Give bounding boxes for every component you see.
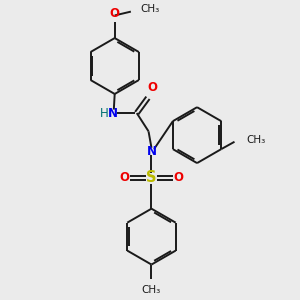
Text: CH₃: CH₃ bbox=[142, 285, 161, 295]
Text: O: O bbox=[110, 7, 120, 20]
Text: O: O bbox=[173, 171, 184, 184]
Text: S: S bbox=[146, 170, 157, 185]
Text: N: N bbox=[146, 145, 157, 158]
Text: CH₃: CH₃ bbox=[246, 135, 266, 145]
Text: N: N bbox=[108, 106, 118, 120]
Text: O: O bbox=[147, 81, 158, 94]
Text: H: H bbox=[99, 106, 108, 120]
Text: CH₃: CH₃ bbox=[140, 4, 160, 14]
Text: O: O bbox=[119, 171, 129, 184]
